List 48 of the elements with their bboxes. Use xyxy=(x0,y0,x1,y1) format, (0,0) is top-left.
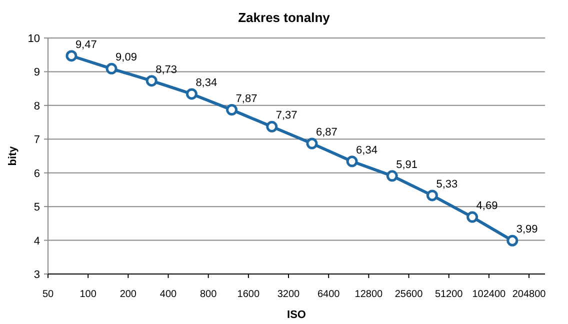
x-tick-label: 12800 xyxy=(354,289,384,300)
point xyxy=(386,170,398,182)
point xyxy=(466,211,478,223)
point xyxy=(146,75,158,87)
x-tick-label: 200 xyxy=(120,289,137,300)
x-tick-label: 400 xyxy=(160,289,178,300)
y-tick-label: 8 xyxy=(34,100,40,112)
x-tick-label: 25600 xyxy=(394,289,424,300)
x-tick-label: 51200 xyxy=(434,289,464,300)
y-tick-label: 7 xyxy=(34,134,40,146)
point xyxy=(506,234,518,246)
point xyxy=(186,88,198,100)
data-label: 7,87 xyxy=(236,92,258,105)
x-tick-label: 6400 xyxy=(317,289,340,300)
point xyxy=(346,156,358,168)
point xyxy=(226,104,238,116)
y-tick-label: 5 xyxy=(34,202,40,214)
x-tick-label: 800 xyxy=(200,289,218,300)
data-label: 6,34 xyxy=(356,144,378,156)
x-tick-label: 50 xyxy=(42,289,54,300)
y-tick-label: 3 xyxy=(34,269,40,281)
data-label: 8,34 xyxy=(196,76,218,89)
y-tick-label: 6 xyxy=(34,168,40,180)
data-label: 6,87 xyxy=(316,126,338,139)
data-label: 9,09 xyxy=(116,52,137,64)
x-axis-title: ISO xyxy=(287,309,306,321)
y-tick-label: 4 xyxy=(34,235,40,248)
x-tick-label: 204800 xyxy=(512,289,546,300)
data-label: 3,99 xyxy=(516,224,538,236)
data-label: 5,33 xyxy=(436,178,458,190)
x-tick-label: 100 xyxy=(80,289,97,300)
data-label: 8,73 xyxy=(156,64,178,76)
point xyxy=(106,62,118,74)
chart-title: Zakres tonalny xyxy=(238,10,331,25)
point xyxy=(66,50,78,62)
data-label: 5,91 xyxy=(396,158,418,171)
point xyxy=(426,190,438,202)
data-label: 4,69 xyxy=(476,200,498,212)
y-tick-label: 10 xyxy=(28,33,40,45)
y-axis-title: bity xyxy=(7,145,19,166)
x-tick-label: 3200 xyxy=(277,289,300,300)
x-tick-label: 102400 xyxy=(472,289,506,300)
x-tick-label: 1600 xyxy=(237,289,260,300)
data-label: 9,47 xyxy=(75,38,97,51)
point xyxy=(306,138,318,150)
data-label: 7,37 xyxy=(276,110,298,122)
y-tick-label: 9 xyxy=(34,66,40,79)
point xyxy=(266,120,278,132)
